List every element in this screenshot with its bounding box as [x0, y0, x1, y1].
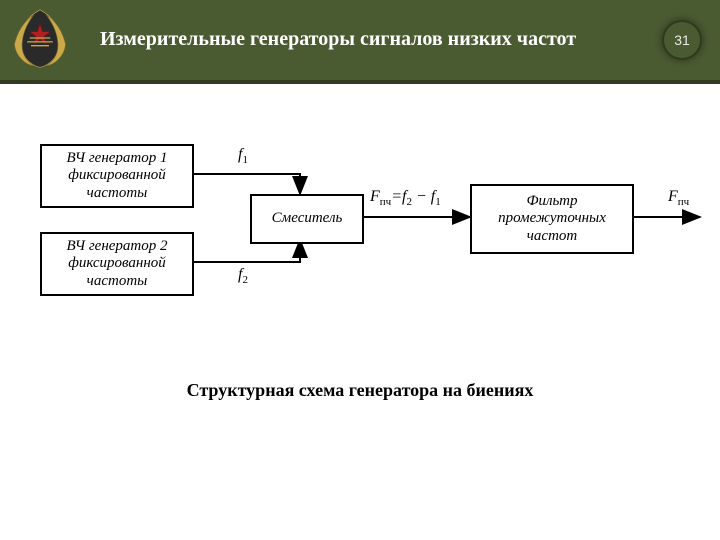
header-bar: Измерительные генераторы сигналов низких…: [0, 0, 720, 84]
edge-label-2: Fпч=f2 − f1: [370, 188, 441, 208]
edge-0: [190, 174, 300, 194]
edge-label-1: f2: [238, 266, 248, 286]
node-gen1: ВЧ генератор 1фиксированнойчастоты: [40, 144, 194, 208]
edge-label-3: Fпч: [668, 188, 689, 208]
page-number: 31: [674, 32, 690, 48]
block-diagram: ВЧ генератор 1фиксированнойчастоты ВЧ ген…: [0, 124, 720, 364]
edge-label-0: f1: [238, 146, 248, 166]
node-mixer: Смеситель: [250, 194, 364, 244]
emblem-icon: [8, 6, 72, 70]
node-gen2: ВЧ генератор 2фиксированнойчастоты: [40, 232, 194, 296]
node-filter: Фильтрпромежуточныхчастот: [470, 184, 634, 254]
page-title: Измерительные генераторы сигналов низких…: [100, 28, 630, 51]
diagram-caption: Структурная схема генератора на биениях: [0, 380, 720, 401]
page-number-badge: 31: [664, 22, 700, 58]
